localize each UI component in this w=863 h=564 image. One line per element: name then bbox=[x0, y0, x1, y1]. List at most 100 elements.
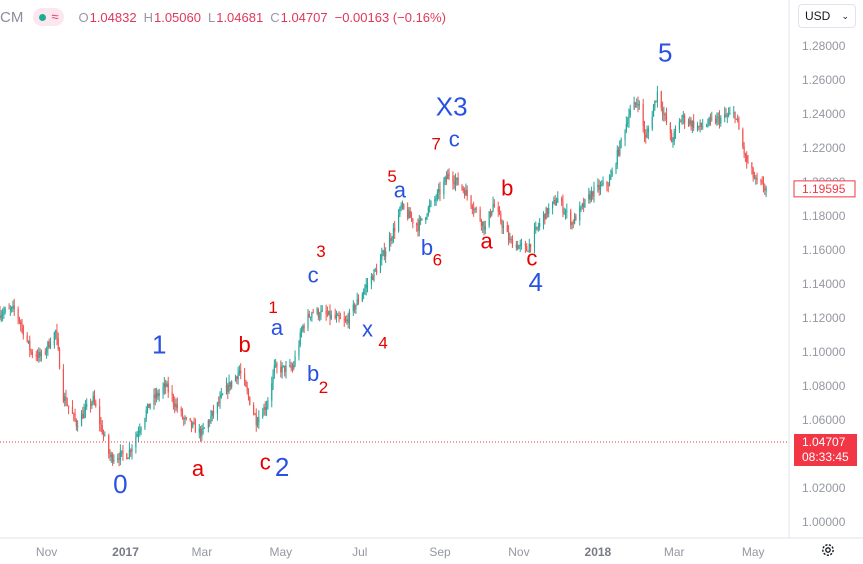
indicator-pill[interactable]: ≈ bbox=[33, 8, 65, 26]
low-value: 1.04681 bbox=[216, 9, 264, 25]
candle bbox=[157, 389, 159, 400]
symbol-name[interactable]: CM bbox=[0, 8, 24, 26]
candle bbox=[3, 306, 5, 319]
candle bbox=[118, 452, 120, 467]
candle bbox=[391, 235, 393, 244]
candle bbox=[563, 207, 565, 216]
candle bbox=[122, 444, 124, 461]
candle bbox=[453, 175, 455, 190]
y-tick-label: 1.16000 bbox=[802, 243, 846, 257]
wave-label: 2 bbox=[319, 378, 328, 397]
candle bbox=[190, 420, 193, 433]
candle bbox=[221, 392, 224, 396]
candle bbox=[338, 311, 340, 323]
candle bbox=[480, 218, 483, 231]
candle bbox=[548, 203, 550, 218]
candle bbox=[66, 397, 68, 407]
candle bbox=[379, 253, 382, 273]
gear-icon[interactable] bbox=[821, 543, 835, 557]
candle bbox=[243, 367, 246, 386]
candle bbox=[718, 110, 721, 129]
candle bbox=[696, 121, 699, 132]
candle bbox=[651, 110, 653, 131]
candle bbox=[537, 222, 539, 232]
candle bbox=[483, 220, 485, 236]
candle bbox=[171, 385, 173, 402]
candle bbox=[0, 309, 2, 323]
candle bbox=[445, 171, 448, 185]
candle bbox=[300, 326, 303, 338]
candle bbox=[93, 390, 96, 406]
candle bbox=[579, 201, 581, 226]
candle bbox=[698, 125, 700, 131]
candle bbox=[247, 388, 250, 401]
candle bbox=[273, 359, 275, 379]
candle bbox=[264, 401, 266, 416]
chevron-down-icon: ⌄ bbox=[841, 10, 849, 21]
candle bbox=[236, 375, 238, 384]
candle bbox=[465, 183, 467, 196]
candle bbox=[320, 305, 322, 321]
candle bbox=[294, 350, 296, 368]
candle bbox=[689, 116, 691, 127]
candle bbox=[555, 197, 558, 206]
x-tick-label: 2017 bbox=[112, 545, 139, 559]
candle bbox=[709, 113, 712, 126]
y-tick-label: 1.08000 bbox=[802, 379, 846, 393]
candle bbox=[56, 323, 58, 346]
candle bbox=[672, 137, 674, 148]
candle bbox=[616, 145, 618, 170]
wave-label: b bbox=[307, 361, 319, 386]
candle bbox=[298, 340, 300, 361]
candle bbox=[238, 365, 241, 376]
candle bbox=[484, 220, 486, 235]
candle bbox=[74, 408, 76, 423]
candle bbox=[11, 306, 13, 313]
candle bbox=[361, 292, 363, 303]
close-label: C bbox=[270, 9, 280, 25]
candle bbox=[726, 112, 728, 123]
y-tick-label: 1.06000 bbox=[802, 413, 846, 427]
candle bbox=[326, 306, 329, 317]
candle bbox=[430, 200, 432, 208]
candle bbox=[121, 450, 123, 458]
candle bbox=[454, 173, 457, 192]
candle bbox=[400, 202, 402, 212]
candle bbox=[18, 316, 21, 325]
candle bbox=[289, 359, 291, 368]
candle bbox=[515, 240, 517, 251]
currency-selector[interactable]: USD ⌄ bbox=[798, 4, 856, 28]
candle bbox=[436, 189, 439, 202]
candle bbox=[434, 195, 436, 207]
candle bbox=[265, 400, 268, 417]
candle bbox=[520, 238, 523, 250]
candle bbox=[399, 206, 401, 218]
candle bbox=[312, 308, 314, 314]
candle bbox=[82, 406, 84, 420]
wave-label: a bbox=[480, 228, 493, 253]
candle bbox=[84, 400, 87, 419]
candle bbox=[352, 300, 354, 316]
candle bbox=[184, 415, 186, 425]
candle bbox=[627, 116, 629, 128]
candle bbox=[45, 346, 48, 359]
candle bbox=[228, 374, 230, 394]
candle bbox=[263, 403, 265, 416]
candle bbox=[227, 382, 229, 400]
candle bbox=[316, 307, 318, 315]
candle bbox=[403, 203, 405, 211]
candle bbox=[382, 249, 384, 257]
x-tick-label: Jul bbox=[352, 545, 367, 559]
candle bbox=[412, 218, 414, 229]
candle bbox=[201, 424, 203, 441]
x-tick-label: 2018 bbox=[585, 545, 612, 559]
candle bbox=[135, 431, 137, 454]
candle bbox=[528, 238, 530, 254]
x-tick-label: Mar bbox=[664, 545, 685, 559]
candle bbox=[553, 196, 555, 205]
candle bbox=[20, 319, 22, 332]
candle bbox=[167, 376, 169, 398]
candle bbox=[744, 152, 747, 162]
